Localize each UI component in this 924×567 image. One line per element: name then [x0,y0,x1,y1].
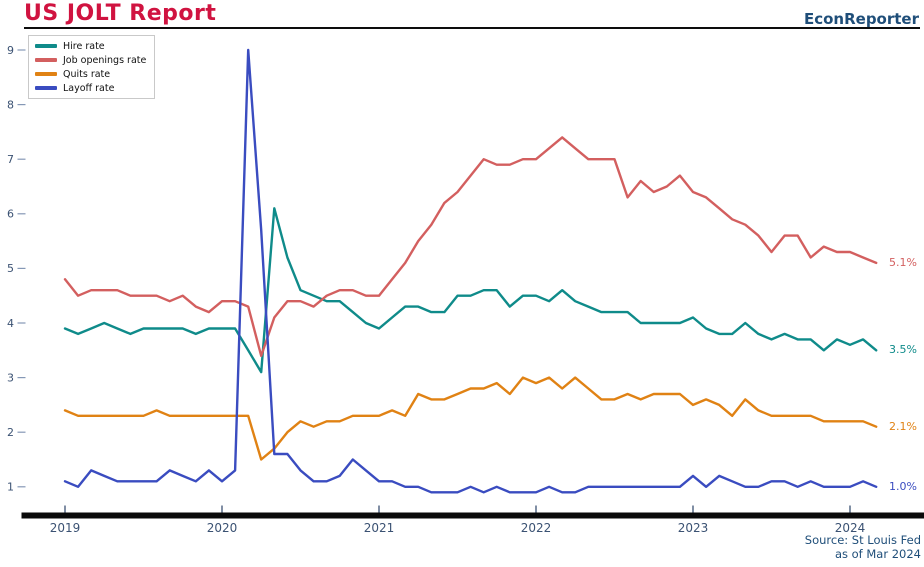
end-label-job-openings-rate: 5.1% [889,255,917,269]
legend-label: Job openings rate [63,54,147,66]
brand-logo: EconReporter [803,10,919,28]
series-line-hire-rate [63,207,878,374]
y-tick-label: 5 [7,262,14,275]
end-label-layoff-rate: 1.0% [889,479,917,493]
y-tick-label: 1 [7,481,14,494]
page-title: US JOLT Report [24,1,217,26]
x-tick-label: 2023 [677,521,709,535]
y-tick-label: 8 [7,98,14,111]
end-label-quits-rate: 2.1% [889,419,917,433]
legend-swatch-icon [35,86,57,90]
source-line-2: as of Mar 2024 [834,547,921,562]
x-tick-label: 2022 [520,521,552,535]
title-underline [24,27,920,29]
legend-item: Quits rate [35,68,146,80]
x-axis-line [21,512,924,519]
end-label-hire-rate: 3.5% [889,343,917,357]
series-line-quits-rate [63,376,878,461]
legend-swatch-icon [35,44,57,48]
x-tick-label: 2019 [49,521,81,535]
x-tick-label: 2024 [834,521,866,535]
x-tick-label: 2021 [363,521,395,535]
legend-swatch-icon [35,58,57,62]
x-tick-label: 2020 [206,521,238,535]
legend-label: Hire rate [63,40,105,52]
legend-swatch-icon [35,72,57,76]
legend-item: Hire rate [35,40,146,52]
legend-item: Layoff rate [35,82,146,94]
legend-item: Job openings rate [35,54,147,66]
y-tick-label: 2 [7,426,14,439]
series-line-job-openings-rate [63,136,878,357]
legend-label: Layoff rate [63,82,115,94]
source-note: Source: St Louis Fed as of Mar 2024 [805,533,921,561]
legend-label: Quits rate [63,68,111,80]
chart-legend: Hire rate Job openings rate Quits rate Layo… [28,35,156,99]
y-tick-label: 6 [7,208,14,221]
y-tick-label: 9 [7,44,14,57]
series-line-layoff-rate [63,48,878,494]
source-line-1: Source: St Louis Fed [804,533,921,547]
y-tick-label: 7 [7,153,14,166]
y-tick-label: 4 [7,317,14,330]
y-tick-label: 3 [7,371,14,384]
